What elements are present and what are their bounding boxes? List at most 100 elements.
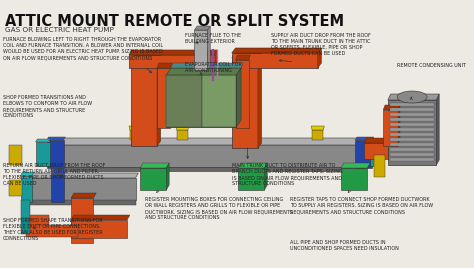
Polygon shape bbox=[157, 68, 170, 128]
Polygon shape bbox=[365, 143, 392, 159]
Polygon shape bbox=[51, 170, 66, 174]
Polygon shape bbox=[26, 215, 49, 229]
Polygon shape bbox=[355, 137, 374, 140]
Polygon shape bbox=[383, 105, 400, 110]
Polygon shape bbox=[238, 163, 267, 168]
Polygon shape bbox=[232, 58, 258, 148]
Polygon shape bbox=[390, 138, 434, 141]
Polygon shape bbox=[129, 50, 218, 55]
Polygon shape bbox=[370, 142, 383, 166]
Polygon shape bbox=[28, 173, 138, 178]
Text: ATTIC MOUNT REMOTE OR SPLIT SYSTEM: ATTIC MOUNT REMOTE OR SPLIT SYSTEM bbox=[5, 14, 344, 29]
Polygon shape bbox=[36, 139, 52, 142]
Polygon shape bbox=[370, 139, 385, 142]
Polygon shape bbox=[437, 94, 439, 165]
Text: FURNACE FLUE TO THE
BUILDING EXTERIOR: FURNACE FLUE TO THE BUILDING EXTERIOR bbox=[185, 33, 241, 44]
Polygon shape bbox=[20, 176, 32, 202]
Polygon shape bbox=[166, 75, 202, 127]
Polygon shape bbox=[232, 53, 262, 58]
Text: EVAPORATOR COIL FOR
AIR CONDITIONING: EVAPORATOR COIL FOR AIR CONDITIONING bbox=[185, 62, 242, 73]
Polygon shape bbox=[264, 163, 267, 190]
Polygon shape bbox=[202, 75, 237, 127]
Polygon shape bbox=[390, 118, 434, 121]
Polygon shape bbox=[140, 168, 166, 190]
Polygon shape bbox=[246, 126, 259, 130]
Polygon shape bbox=[166, 163, 169, 190]
Polygon shape bbox=[388, 94, 439, 100]
Polygon shape bbox=[390, 148, 434, 151]
Text: SHOP FORMED TRANSITIONS AND
ELBOWS TO CONFORM TO AIR FLOW
REQUIREMENTS AND STRUC: SHOP FORMED TRANSITIONS AND ELBOWS TO CO… bbox=[3, 95, 92, 118]
Polygon shape bbox=[9, 145, 22, 165]
Polygon shape bbox=[26, 225, 78, 237]
Text: ALL PIPE AND SHOP FORMED DUCTS IN
UNCONDITIONED SPACES NEED INSULATION: ALL PIPE AND SHOP FORMED DUCTS IN UNCOND… bbox=[290, 240, 399, 251]
Text: SHOP FORMED SHAPE TRANSITIONS FOR
FLEXIBLE DUCT OR PIPE CONNECTIONS.
THEY CAN AL: SHOP FORMED SHAPE TRANSITIONS FOR FLEXIB… bbox=[3, 218, 102, 241]
Polygon shape bbox=[374, 155, 385, 177]
Polygon shape bbox=[390, 113, 434, 116]
Polygon shape bbox=[51, 145, 365, 167]
Polygon shape bbox=[318, 48, 321, 68]
Polygon shape bbox=[238, 168, 264, 190]
Polygon shape bbox=[166, 75, 237, 127]
Polygon shape bbox=[71, 215, 130, 220]
Text: MAIN TRUNK DUCT TO DISTRIBUTE AIR TO
BRANCH DUCTS AND REGISTER TAPS. SIZING
IS B: MAIN TRUNK DUCT TO DISTRIBUTE AIR TO BRA… bbox=[232, 163, 343, 186]
Polygon shape bbox=[51, 138, 369, 145]
Polygon shape bbox=[28, 178, 136, 200]
Ellipse shape bbox=[397, 91, 427, 103]
Polygon shape bbox=[20, 200, 30, 220]
Polygon shape bbox=[390, 153, 434, 156]
Polygon shape bbox=[9, 180, 22, 196]
Polygon shape bbox=[215, 50, 218, 68]
Polygon shape bbox=[236, 55, 250, 60]
Polygon shape bbox=[194, 30, 208, 70]
Polygon shape bbox=[20, 218, 30, 234]
Polygon shape bbox=[390, 133, 434, 136]
Polygon shape bbox=[312, 130, 323, 140]
Polygon shape bbox=[129, 126, 142, 130]
Polygon shape bbox=[129, 55, 215, 68]
Text: SUPPLY AIR DUCT DROP FROM THE ROOF
TO THE MAIN TRUNK DUCT IN THE ATTIC
OR SOFFIT: SUPPLY AIR DUCT DROP FROM THE ROOF TO TH… bbox=[271, 33, 371, 56]
Polygon shape bbox=[51, 167, 365, 171]
Polygon shape bbox=[28, 200, 136, 205]
Polygon shape bbox=[390, 103, 434, 106]
Polygon shape bbox=[157, 55, 161, 146]
Polygon shape bbox=[51, 174, 64, 202]
Polygon shape bbox=[390, 158, 434, 161]
Polygon shape bbox=[166, 68, 241, 75]
Polygon shape bbox=[36, 142, 50, 166]
Polygon shape bbox=[390, 128, 434, 131]
Polygon shape bbox=[390, 123, 434, 126]
Polygon shape bbox=[232, 48, 321, 53]
Polygon shape bbox=[176, 126, 189, 130]
Polygon shape bbox=[390, 143, 434, 146]
Polygon shape bbox=[258, 53, 262, 148]
Polygon shape bbox=[398, 105, 400, 143]
Polygon shape bbox=[131, 60, 157, 146]
Text: GAS OR ELECTRIC HEAT PUMP: GAS OR ELECTRIC HEAT PUMP bbox=[5, 27, 114, 33]
Polygon shape bbox=[390, 108, 434, 111]
Text: REGISTER MOUNTING BOXES FOR CONNECTING CEILING
OR WALL REGISTERS AND GRILLS TO F: REGISTER MOUNTING BOXES FOR CONNECTING C… bbox=[145, 197, 293, 220]
Polygon shape bbox=[365, 138, 369, 162]
Text: FURNACE BLOWING LEFT TO RIGHT THROUGH THE EVAPORATOR
COIL AND FURNACE TRANSITION: FURNACE BLOWING LEFT TO RIGHT THROUGH TH… bbox=[3, 37, 163, 60]
Polygon shape bbox=[247, 130, 258, 140]
Polygon shape bbox=[341, 168, 367, 190]
Polygon shape bbox=[365, 138, 394, 143]
Polygon shape bbox=[140, 163, 169, 168]
Polygon shape bbox=[341, 163, 370, 168]
Polygon shape bbox=[383, 110, 398, 146]
Polygon shape bbox=[311, 126, 324, 130]
Polygon shape bbox=[208, 26, 210, 70]
Polygon shape bbox=[177, 130, 188, 140]
Polygon shape bbox=[71, 198, 93, 243]
Polygon shape bbox=[171, 63, 243, 68]
Polygon shape bbox=[232, 53, 318, 68]
Polygon shape bbox=[388, 100, 437, 165]
Polygon shape bbox=[355, 140, 372, 168]
Polygon shape bbox=[237, 68, 241, 127]
Text: REMOTE CONDENSING UNIT: REMOTE CONDENSING UNIT bbox=[397, 63, 466, 68]
Polygon shape bbox=[47, 137, 65, 140]
Text: REGISTER TAPS TO CONNECT SHOP FORMED DUCTWORK
TO SUPPLY AIR REGISTERS. SIZING IS: REGISTER TAPS TO CONNECT SHOP FORMED DUC… bbox=[290, 197, 433, 214]
Polygon shape bbox=[20, 172, 34, 176]
Polygon shape bbox=[71, 193, 96, 198]
Polygon shape bbox=[130, 130, 141, 140]
Polygon shape bbox=[47, 140, 64, 168]
